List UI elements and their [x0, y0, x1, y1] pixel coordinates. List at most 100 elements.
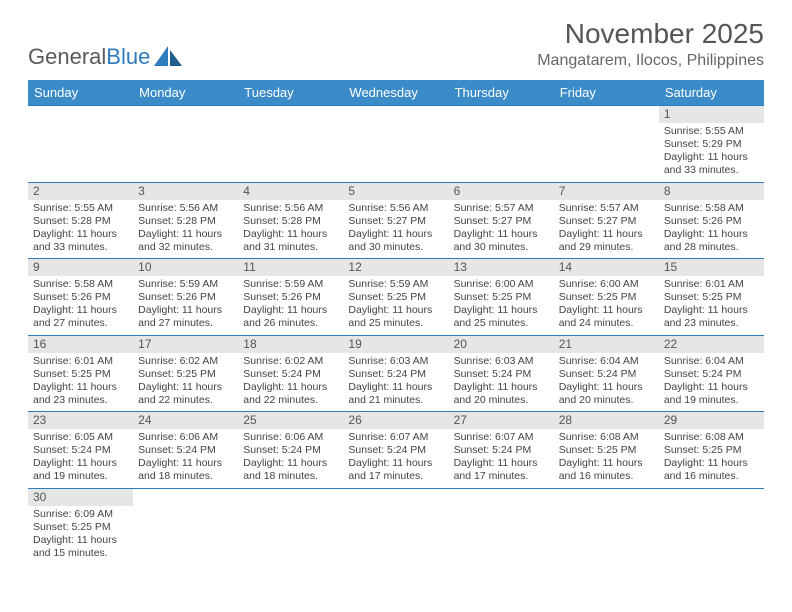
daylight-text: Daylight: 11 hours and 33 minutes. — [33, 228, 128, 254]
daylight-text: Daylight: 11 hours and 23 minutes. — [33, 381, 128, 407]
daylight-text: Daylight: 11 hours and 16 minutes. — [559, 457, 654, 483]
sunset-text: Sunset: 5:26 PM — [33, 291, 128, 304]
daynum-cell: 17 — [133, 335, 238, 353]
logo: GeneralBlue — [28, 44, 184, 70]
daylight-text: Daylight: 11 hours and 19 minutes. — [33, 457, 128, 483]
sunrise-text: Sunrise: 5:56 AM — [243, 202, 338, 215]
sunrise-text: Sunrise: 5:59 AM — [243, 278, 338, 291]
daynum-cell: 5 — [343, 182, 448, 200]
calendar-table: Sunday Monday Tuesday Wednesday Thursday… — [28, 80, 764, 564]
daylight-text: Daylight: 11 hours and 21 minutes. — [348, 381, 443, 407]
sunrise-text: Sunrise: 6:01 AM — [664, 278, 759, 291]
daynum-cell: 30 — [28, 488, 133, 506]
sunrise-text: Sunrise: 6:00 AM — [454, 278, 549, 291]
daynum-cell: 1 — [659, 106, 764, 124]
daynum-cell: 8 — [659, 182, 764, 200]
daylight-text: Daylight: 11 hours and 31 minutes. — [243, 228, 338, 254]
sunset-text: Sunset: 5:24 PM — [348, 444, 443, 457]
daynum-cell: 12 — [343, 259, 448, 277]
daynum-cell: 21 — [554, 335, 659, 353]
sunset-text: Sunset: 5:24 PM — [664, 368, 759, 381]
sunset-text: Sunset: 5:26 PM — [243, 291, 338, 304]
day-cell: Sunrise: 6:00 AMSunset: 5:25 PMDaylight:… — [449, 276, 554, 335]
sunset-text: Sunset: 5:24 PM — [33, 444, 128, 457]
daylight-text: Daylight: 11 hours and 25 minutes. — [348, 304, 443, 330]
daynum-cell: 19 — [343, 335, 448, 353]
sunset-text: Sunset: 5:25 PM — [33, 521, 128, 534]
day-cell: Sunrise: 6:02 AMSunset: 5:24 PMDaylight:… — [238, 353, 343, 412]
daynum-cell — [554, 488, 659, 506]
sunset-text: Sunset: 5:24 PM — [243, 444, 338, 457]
daynum-cell — [343, 488, 448, 506]
sunset-text: Sunset: 5:27 PM — [348, 215, 443, 228]
day-cell: Sunrise: 5:56 AMSunset: 5:27 PMDaylight:… — [343, 200, 448, 259]
day-cell: Sunrise: 6:00 AMSunset: 5:25 PMDaylight:… — [554, 276, 659, 335]
sunset-text: Sunset: 5:24 PM — [138, 444, 233, 457]
daylight-text: Daylight: 11 hours and 17 minutes. — [454, 457, 549, 483]
sunrise-text: Sunrise: 6:00 AM — [559, 278, 654, 291]
sunrise-text: Sunrise: 5:56 AM — [348, 202, 443, 215]
day-cell: Sunrise: 6:01 AMSunset: 5:25 PMDaylight:… — [659, 276, 764, 335]
daynum-cell: 3 — [133, 182, 238, 200]
day-cell: Sunrise: 6:07 AMSunset: 5:24 PMDaylight:… — [449, 429, 554, 488]
sunset-text: Sunset: 5:25 PM — [559, 444, 654, 457]
sunset-text: Sunset: 5:24 PM — [243, 368, 338, 381]
daylight-text: Daylight: 11 hours and 26 minutes. — [243, 304, 338, 330]
data-row: Sunrise: 5:55 AMSunset: 5:29 PMDaylight:… — [28, 123, 764, 182]
daynum-cell — [133, 106, 238, 124]
data-row: Sunrise: 6:05 AMSunset: 5:24 PMDaylight:… — [28, 429, 764, 488]
day-cell: Sunrise: 6:04 AMSunset: 5:24 PMDaylight:… — [659, 353, 764, 412]
sunrise-text: Sunrise: 6:05 AM — [33, 431, 128, 444]
dayname-sun: Sunday — [28, 80, 133, 106]
daylight-text: Daylight: 11 hours and 17 minutes. — [348, 457, 443, 483]
daynum-cell: 6 — [449, 182, 554, 200]
daynum-cell: 26 — [343, 412, 448, 430]
day-cell: Sunrise: 6:02 AMSunset: 5:25 PMDaylight:… — [133, 353, 238, 412]
daynum-cell: 16 — [28, 335, 133, 353]
day-cell — [659, 506, 764, 565]
daylight-text: Daylight: 11 hours and 27 minutes. — [33, 304, 128, 330]
day-cell: Sunrise: 6:08 AMSunset: 5:25 PMDaylight:… — [554, 429, 659, 488]
daynum-cell: 24 — [133, 412, 238, 430]
day-cell — [449, 506, 554, 565]
sunset-text: Sunset: 5:28 PM — [138, 215, 233, 228]
day-cell — [133, 506, 238, 565]
day-cell: Sunrise: 6:06 AMSunset: 5:24 PMDaylight:… — [133, 429, 238, 488]
logo-text-blue: Blue — [106, 44, 150, 70]
sunset-text: Sunset: 5:24 PM — [454, 368, 549, 381]
logo-text-general: General — [28, 44, 106, 70]
day-cell — [449, 123, 554, 182]
daynum-cell: 22 — [659, 335, 764, 353]
daylight-text: Daylight: 11 hours and 15 minutes. — [33, 534, 128, 560]
sunrise-text: Sunrise: 6:04 AM — [559, 355, 654, 368]
day-cell: Sunrise: 5:59 AMSunset: 5:26 PMDaylight:… — [238, 276, 343, 335]
daylight-text: Daylight: 11 hours and 25 minutes. — [454, 304, 549, 330]
day-cell — [343, 506, 448, 565]
day-cell: Sunrise: 6:07 AMSunset: 5:24 PMDaylight:… — [343, 429, 448, 488]
sunrise-text: Sunrise: 6:06 AM — [138, 431, 233, 444]
dayname-thu: Thursday — [449, 80, 554, 106]
sunrise-text: Sunrise: 5:55 AM — [33, 202, 128, 215]
dayname-wed: Wednesday — [343, 80, 448, 106]
sunrise-text: Sunrise: 5:57 AM — [454, 202, 549, 215]
sunrise-text: Sunrise: 6:04 AM — [664, 355, 759, 368]
daynum-cell: 13 — [449, 259, 554, 277]
sunset-text: Sunset: 5:29 PM — [664, 138, 759, 151]
sunset-text: Sunset: 5:27 PM — [454, 215, 549, 228]
sunset-text: Sunset: 5:26 PM — [664, 215, 759, 228]
sunrise-text: Sunrise: 6:01 AM — [33, 355, 128, 368]
daylight-text: Daylight: 11 hours and 22 minutes. — [138, 381, 233, 407]
sunrise-text: Sunrise: 5:57 AM — [559, 202, 654, 215]
sunset-text: Sunset: 5:25 PM — [33, 368, 128, 381]
day-cell: Sunrise: 6:04 AMSunset: 5:24 PMDaylight:… — [554, 353, 659, 412]
sunset-text: Sunset: 5:25 PM — [559, 291, 654, 304]
daynum-cell: 9 — [28, 259, 133, 277]
sunrise-text: Sunrise: 5:59 AM — [138, 278, 233, 291]
daynum-cell: 29 — [659, 412, 764, 430]
sunrise-text: Sunrise: 5:56 AM — [138, 202, 233, 215]
sunset-text: Sunset: 5:28 PM — [243, 215, 338, 228]
daynum-cell — [238, 106, 343, 124]
daynum-cell: 20 — [449, 335, 554, 353]
daynum-cell: 25 — [238, 412, 343, 430]
sunrise-text: Sunrise: 6:08 AM — [664, 431, 759, 444]
